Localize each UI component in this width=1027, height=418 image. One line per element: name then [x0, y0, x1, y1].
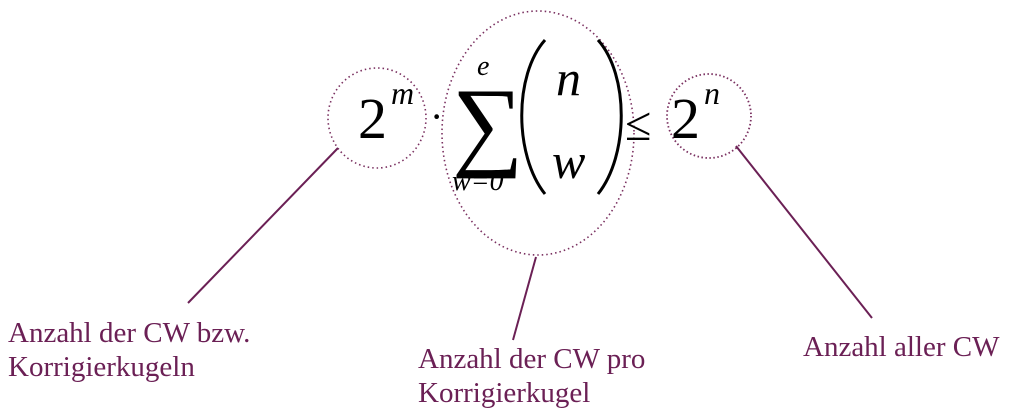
annotation-middle-line2: Korrigierkugel: [418, 377, 591, 409]
two-n-exponent: n: [704, 75, 720, 111]
binomial-bottom: w: [552, 133, 585, 189]
annotation-left: Anzahl der CW bzw. Korrigierkugeln: [8, 316, 250, 384]
annotation-left-line2: Korrigierkugeln: [8, 351, 195, 383]
binomial-right-paren: [596, 39, 623, 195]
connector-left: [187, 147, 339, 304]
summation-sign: ∑: [452, 68, 523, 179]
sum-lower-limit: w=0: [452, 166, 504, 197]
annotation-right: Anzahl aller CW: [803, 330, 999, 364]
highlight-ellipse-sum: [441, 10, 635, 256]
binomial-left-paren: [520, 39, 547, 195]
highlight-circle-2m: [327, 67, 427, 169]
binomial-top: n: [556, 50, 581, 106]
two-m-exponent: m: [391, 75, 414, 111]
less-equal-sign: ≤: [625, 98, 651, 151]
connector-middle: [512, 256, 537, 341]
annotation-middle-line1: Anzahl der CW pro: [418, 343, 646, 375]
sum-upper-limit: e: [477, 51, 489, 82]
highlight-circle-2n: [666, 73, 752, 159]
annotation-left-line1: Anzahl der CW bzw.: [8, 317, 251, 349]
connector-right: [735, 145, 873, 319]
annotation-middle: Anzahl der CW pro Korrigierkugel: [418, 342, 645, 410]
annotation-right-line1: Anzahl aller CW: [803, 331, 1000, 363]
two-m-base: 2: [358, 86, 387, 151]
multiplication-dot: ·: [430, 94, 443, 139]
two-n-base: 2: [671, 86, 700, 151]
